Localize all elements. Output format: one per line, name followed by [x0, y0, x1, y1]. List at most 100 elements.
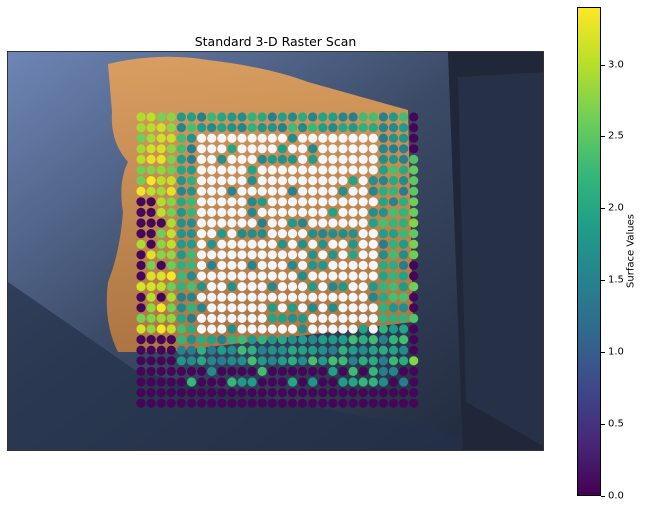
scatter-point	[237, 356, 247, 366]
scatter-point	[197, 250, 207, 260]
scatter-point	[388, 335, 399, 345]
scatter-point	[318, 133, 328, 143]
scatter-point	[267, 239, 277, 249]
scatter-point	[338, 303, 348, 313]
scatter-point	[207, 229, 217, 239]
scatter-point	[338, 112, 348, 122]
scatter-point	[399, 303, 409, 313]
scatter-point	[257, 218, 267, 228]
scatter-point	[388, 165, 399, 175]
scatter-point	[257, 335, 267, 345]
scatter-point	[197, 112, 207, 122]
scatter-point	[388, 398, 399, 408]
scatter-point	[237, 154, 247, 164]
scatter-point	[378, 345, 388, 355]
scatter-point	[257, 356, 267, 366]
scatter-point	[277, 313, 287, 323]
scatter-point	[247, 388, 257, 398]
scatter-point	[186, 112, 197, 122]
scatter-point	[358, 133, 368, 143]
scatter-point	[136, 313, 146, 323]
scatter-point	[166, 239, 176, 249]
scatter-point	[227, 218, 237, 228]
scatter-point	[348, 356, 358, 366]
scatter-point	[217, 303, 227, 313]
scatter-point	[368, 186, 378, 196]
colorbar-label: Surface Values	[625, 214, 637, 288]
scatter-point	[146, 165, 156, 175]
scatter-point	[207, 366, 217, 376]
scatter-point	[207, 154, 217, 164]
scatter-point	[409, 260, 419, 270]
scatter-point	[267, 335, 277, 345]
scatter-point	[176, 229, 186, 239]
scatter-point	[146, 207, 156, 217]
scatter-point	[298, 388, 308, 398]
scatter-point	[328, 324, 338, 334]
scatter-point	[399, 144, 409, 154]
scatter-point	[237, 398, 247, 408]
scatter-point	[388, 313, 399, 323]
scatter-point	[197, 239, 207, 249]
scatter-point	[298, 324, 308, 334]
scatter-point	[166, 377, 176, 387]
scatter-point	[237, 377, 247, 387]
scatter-point	[176, 377, 186, 387]
scatter-point	[388, 154, 399, 164]
scatter-point	[197, 356, 207, 366]
scatter-point	[217, 388, 227, 398]
scatter-point	[368, 133, 378, 143]
scatter-point	[328, 239, 338, 249]
scatter-point	[318, 345, 328, 355]
scatter-point	[267, 112, 277, 122]
scatter-point	[318, 186, 328, 196]
scatter-point	[136, 282, 146, 292]
scatter-point	[338, 133, 348, 143]
scatter-point	[388, 377, 399, 387]
scatter-point	[146, 250, 156, 260]
scatter-point	[186, 165, 197, 175]
scatter-point	[308, 324, 318, 334]
scatter-point	[358, 377, 368, 387]
scatter-point	[277, 345, 287, 355]
scatter-point	[267, 229, 277, 239]
scatter-point	[287, 345, 298, 355]
scatter-point	[247, 260, 257, 270]
scatter-point	[358, 218, 368, 228]
scatter-point	[368, 313, 378, 323]
scatter-point	[247, 154, 257, 164]
scatter-point	[257, 239, 267, 249]
scatter-point	[358, 388, 368, 398]
scatter-point	[176, 313, 186, 323]
scatter-point	[136, 388, 146, 398]
scatter-point	[227, 229, 237, 239]
colorbar-tick	[601, 352, 605, 354]
scatter-point	[257, 366, 267, 376]
scatter-point	[146, 356, 156, 366]
scatter-point	[378, 123, 388, 133]
scatter-point	[247, 398, 257, 408]
scatter-point	[308, 165, 318, 175]
scatter-point	[217, 260, 227, 270]
scatter-point	[237, 303, 247, 313]
scatter-point	[227, 112, 237, 122]
scatter-point	[277, 260, 287, 270]
scatter-point	[409, 335, 419, 345]
scatter-point	[247, 133, 257, 143]
scatter-point	[368, 207, 378, 217]
scatter-point	[217, 271, 227, 281]
scatter-point	[409, 229, 419, 239]
scatter-point	[186, 260, 197, 270]
scatter-point	[368, 292, 378, 302]
scatter-point	[136, 345, 146, 355]
scatter-point	[247, 207, 257, 217]
scatter-point	[409, 176, 419, 186]
scatter-point	[308, 303, 318, 313]
scatter-point	[267, 303, 277, 313]
scatter-point	[388, 282, 399, 292]
scatter-point	[156, 303, 166, 313]
scatter-point	[358, 324, 368, 334]
scatter-point	[237, 271, 247, 281]
scatter-point	[176, 154, 186, 164]
scatter-point	[136, 335, 146, 345]
